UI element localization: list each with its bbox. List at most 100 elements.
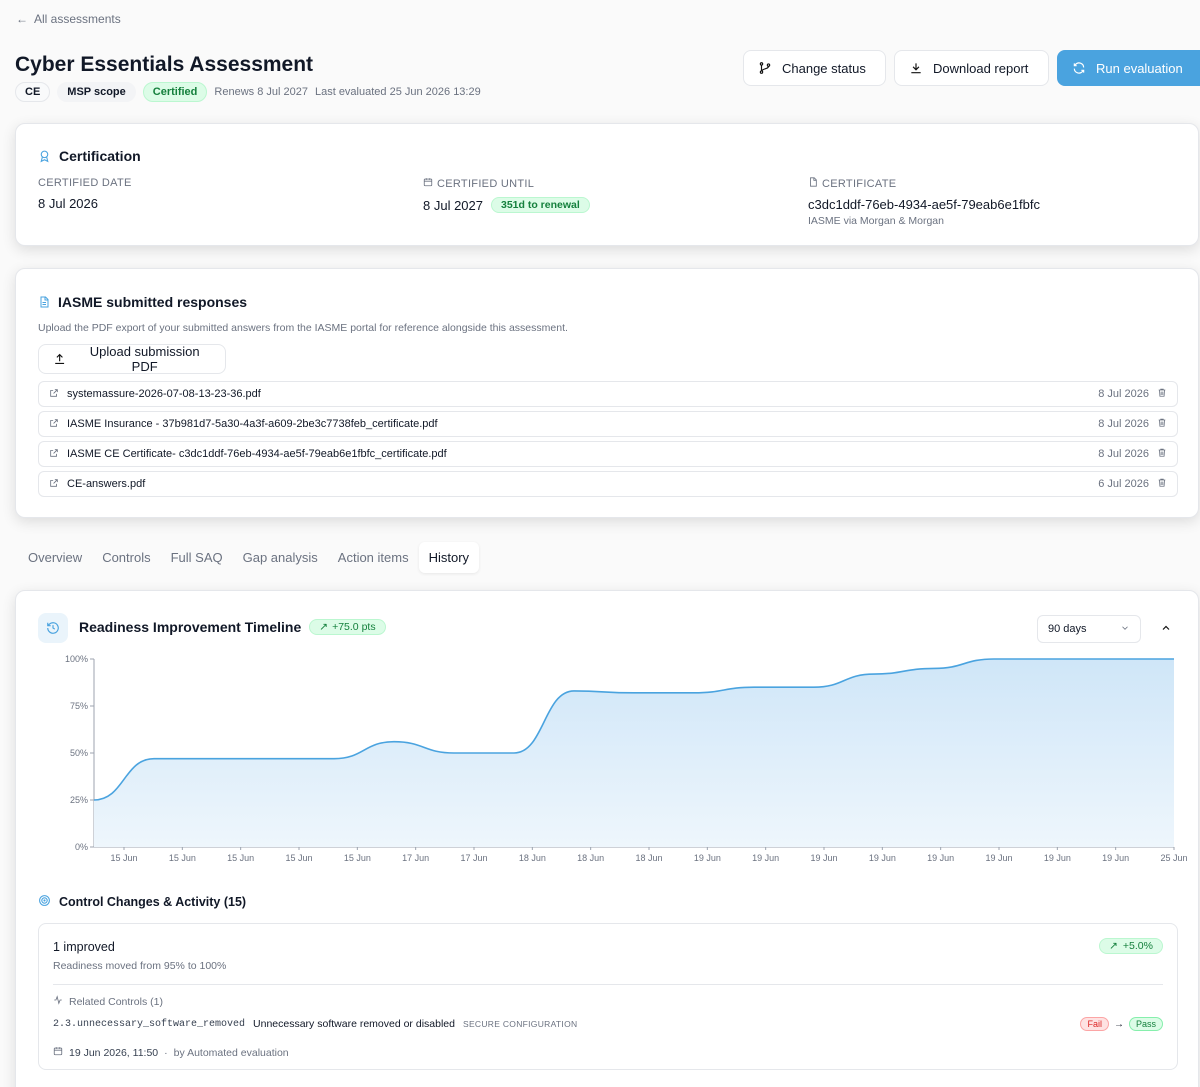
trash-icon[interactable] [1157, 477, 1167, 491]
tab-history[interactable]: History [418, 542, 480, 573]
external-link-icon [49, 418, 59, 431]
award-icon [40, 150, 49, 163]
tab-overview[interactable]: Overview [28, 550, 83, 565]
iasme-card: IASME submitted responses Upload the PDF… [15, 268, 1199, 518]
certificate-label-row: CERTIFICATE [808, 177, 1040, 190]
x-tick-label: 19 Jun [1102, 853, 1129, 863]
activity-author: by Automated evaluation [173, 1046, 289, 1059]
activity-delta-badge: ↗ +5.0% [1099, 938, 1163, 954]
certificate-block: CERTIFICATE c3dc1ddf-76eb-4934-ae5f-79ea… [808, 177, 1040, 227]
file-name[interactable]: IASME Insurance - 37b981d7-5a30-4a3f-a60… [67, 418, 438, 430]
change-status-button[interactable]: Change status [743, 50, 886, 86]
readiness-area [94, 659, 1174, 847]
x-tick-label: 18 Jun [519, 853, 546, 863]
target-icon [38, 894, 51, 910]
y-tick-label: 0% [75, 842, 88, 852]
status-from-badge: Fail [1080, 1017, 1109, 1031]
related-controls-label: Related Controls (1) [69, 995, 163, 1008]
x-tick-label: 17 Jun [460, 853, 487, 863]
certification-title-text: Certification [59, 148, 141, 164]
change-status-label: Change status [782, 60, 866, 76]
x-tick-label: 19 Jun [869, 853, 896, 863]
certified-date-value: 8 Jul 2026 [38, 196, 98, 211]
upload-icon [55, 353, 65, 364]
trash-icon[interactable] [1157, 387, 1167, 401]
activity-header: Control Changes & Activity (15) [38, 894, 246, 910]
trash-icon[interactable] [1157, 417, 1167, 431]
status-to-badge: Pass [1128, 1017, 1163, 1031]
external-link-icon [49, 388, 59, 401]
tab-full-saq[interactable]: Full SAQ [170, 550, 223, 565]
file-row[interactable]: IASME CE Certificate- c3dc1ddf-76eb-4934… [38, 441, 1178, 467]
x-tick-label: 19 Jun [752, 853, 779, 863]
arrow-left-icon: ← [16, 12, 28, 26]
tab-controls[interactable]: Controls [102, 550, 151, 565]
certified-until-label: CERTIFIED UNTIL [437, 177, 535, 190]
timeline-delta-badge: ↗ +75.0 pts [309, 619, 386, 635]
trending-up-icon: ↗ [319, 621, 329, 633]
x-tick-label: 18 Jun [635, 853, 662, 863]
status-change: Fail → Pass [1080, 1017, 1163, 1031]
certified-until-value: 8 Jul 2027 [423, 197, 483, 213]
related-control-row[interactable]: 2.3.unnecessary_software_removed Unneces… [53, 1018, 577, 1030]
download-report-label: Download report [933, 60, 1029, 76]
range-select[interactable]: 90 days [1037, 615, 1141, 643]
back-link-label: All assessments [34, 12, 121, 26]
y-tick-label: 75% [70, 701, 88, 711]
x-tick-label: 18 Jun [577, 853, 604, 863]
file-icon [808, 177, 818, 190]
x-tick-label: 15 Jun [285, 853, 312, 863]
trash-icon[interactable] [1157, 447, 1167, 461]
file-row[interactable]: systemassure-2026-07-08-13-23-36.pdf 8 J… [38, 381, 1178, 407]
file-name[interactable]: systemassure-2026-07-08-13-23-36.pdf [67, 388, 261, 400]
run-evaluation-button[interactable]: Run evaluation [1057, 50, 1200, 86]
page-title: Cyber Essentials Assessment [15, 53, 314, 76]
collapse-toggle[interactable] [1160, 621, 1172, 639]
renews-text: Renews 8 Jul 2027 [214, 86, 308, 98]
activity-headline: 1 improved [53, 940, 115, 954]
file-date: 8 Jul 2026 [1098, 448, 1149, 460]
history-icon [38, 613, 68, 643]
certificate-label: CERTIFICATE [822, 177, 897, 190]
tab-gap-analysis[interactable]: Gap analysis [242, 550, 318, 565]
renewal-tag: 351d to renewal [491, 197, 590, 213]
ce-badge: CE [15, 82, 51, 102]
header-badges: CE MSP scope Certified Renews 8 Jul 2027… [15, 82, 481, 102]
separator-dot: · [164, 1046, 168, 1059]
run-evaluation-label: Run evaluation [1096, 60, 1183, 76]
tab-action-items[interactable]: Action items [337, 550, 409, 565]
document-icon [40, 296, 49, 308]
refresh-icon [1073, 62, 1085, 74]
iasme-title: IASME submitted responses [38, 294, 247, 310]
file-name[interactable]: CE-answers.pdf [67, 478, 146, 490]
git-branch-icon [759, 62, 771, 74]
control-name: Unnecessary software removed or disabled [253, 1018, 455, 1030]
activity-pulse-icon [53, 995, 63, 1008]
x-tick-label: 15 Jun [227, 853, 254, 863]
certified-date-label: CERTIFIED DATE [38, 177, 132, 189]
activity-timestamp: 19 Jun 2026, 11:50 [69, 1046, 159, 1059]
file-date: 8 Jul 2026 [1098, 388, 1149, 400]
file-name[interactable]: IASME CE Certificate- c3dc1ddf-76eb-4934… [67, 448, 447, 460]
range-select-value: 90 days [1048, 623, 1087, 635]
timeline-header: Readiness Improvement Timeline ↗ +75.0 p… [79, 619, 386, 635]
x-tick-label: 17 Jun [402, 853, 429, 863]
readiness-chart: 100% 75% 50% 25% 0% 15 Jun 15 Jun 15 Jun 15 Jun 1… [65, 654, 1188, 863]
file-row[interactable]: IASME Insurance - 37b981d7-5a30-4a3f-a60… [38, 411, 1178, 437]
certified-until-block: CERTIFIED UNTIL 8 Jul 2027 351d to renew… [423, 177, 590, 213]
x-tick-label: 19 Jun [694, 853, 721, 863]
timeline-title: Readiness Improvement Timeline [79, 619, 302, 635]
x-tick-label: 15 Jun [344, 853, 371, 863]
readiness-line [93, 658, 1174, 801]
upload-pdf-button[interactable]: Upload submission PDF [38, 344, 226, 374]
external-link-icon [49, 478, 59, 491]
activity-item: 1 improved Readiness moved from 95% to 1… [38, 923, 1178, 1070]
tab-bar: Overview Controls Full SAQ Gap analysis … [18, 542, 480, 573]
scope-badge: MSP scope [57, 82, 136, 102]
x-tick-label: 15 Jun [110, 853, 137, 863]
x-tick-label: 25 Jun [1160, 853, 1187, 863]
back-link[interactable]: ← All assessments [16, 12, 121, 26]
download-report-button[interactable]: Download report [894, 50, 1049, 86]
chevron-down-icon [1120, 623, 1130, 636]
file-row[interactable]: CE-answers.pdf 6 Jul 2026 [38, 471, 1178, 497]
